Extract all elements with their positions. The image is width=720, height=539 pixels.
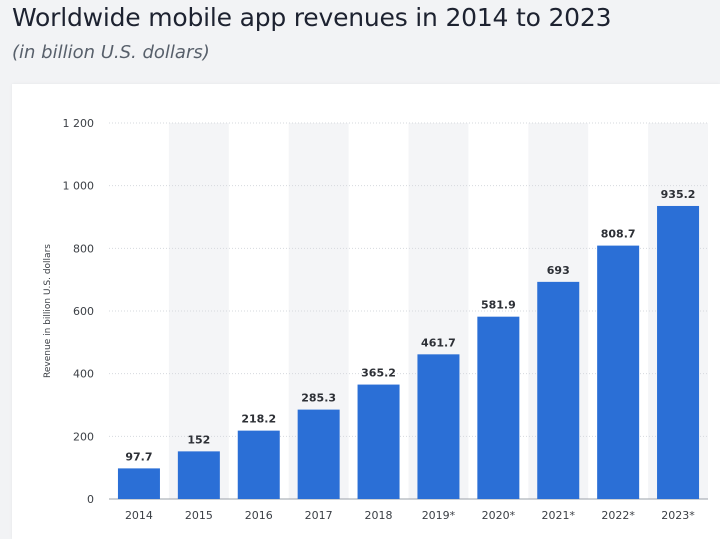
x-tick-label: 2016 — [245, 509, 273, 522]
bar — [177, 451, 220, 499]
y-tick-label: 600 — [73, 305, 94, 318]
bar — [297, 409, 340, 499]
y-axis-title: Revenue in billion U.S. dollars — [43, 244, 53, 378]
y-tick-label: 400 — [73, 368, 94, 381]
chart-subtitle: (in billion U.S. dollars) — [12, 42, 210, 63]
data-label: 365.2 — [361, 367, 396, 380]
bar — [117, 468, 160, 499]
y-tick-label: 1 200 — [63, 117, 95, 130]
x-axis-ticks: 2014 2015 2016 2017 2018 2019* 2020* 2021* 2022*… — [125, 509, 695, 522]
x-tick-label: 2022* — [601, 509, 635, 522]
bar — [237, 430, 280, 499]
data-label: 285.3 — [301, 392, 336, 405]
y-tick-label: 800 — [73, 242, 94, 255]
x-tick-label: 2019* — [422, 509, 456, 522]
bar — [417, 354, 460, 499]
x-tick-label: 2021* — [542, 509, 576, 522]
x-tick-label: 2015 — [185, 509, 213, 522]
data-label: 693 — [547, 264, 570, 277]
data-label: 152 — [187, 433, 210, 446]
y-axis-ticks: 0 200 400 600 800 1 000 1 200 — [63, 117, 95, 506]
x-tick-label: 2014 — [125, 509, 153, 522]
x-tick-label: 2018 — [365, 509, 393, 522]
data-labels: 97.7 152 218.2 285.3 365.2 461.7 581.9 693 808.7… — [125, 188, 695, 463]
y-tick-label: 200 — [73, 430, 94, 443]
bar — [477, 316, 520, 499]
bar-chart: 0 200 400 600 800 1 000 1 200 97.7 152 218.2 285.… — [43, 117, 708, 522]
data-label: 97.7 — [125, 450, 152, 463]
x-tick-label: 2020* — [482, 509, 516, 522]
data-label: 461.7 — [421, 336, 456, 349]
bars — [117, 205, 700, 499]
chart-title: Worldwide mobile app revenues in 2014 to… — [12, 3, 612, 32]
data-label: 808.7 — [601, 228, 636, 241]
x-tick-label: 2017 — [305, 509, 333, 522]
x-tick-label: 2023* — [661, 509, 695, 522]
bar — [597, 245, 640, 499]
y-tick-label: 1 000 — [63, 180, 95, 193]
data-label: 581.9 — [481, 299, 516, 312]
bar — [537, 281, 580, 499]
bar — [357, 384, 400, 499]
chart-card: 0 200 400 600 800 1 000 1 200 97.7 152 218.2 285.… — [12, 84, 720, 539]
bar — [657, 205, 700, 499]
y-tick-label: 0 — [87, 493, 94, 506]
data-label: 935.2 — [661, 188, 696, 201]
data-label: 218.2 — [241, 413, 276, 426]
